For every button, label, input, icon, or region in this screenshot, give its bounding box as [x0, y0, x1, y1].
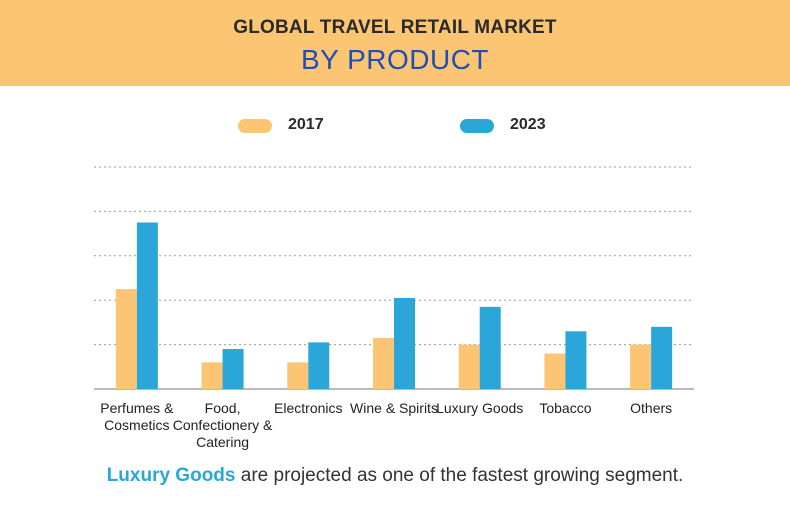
bar-2023 — [308, 342, 330, 389]
legend-swatch-2023 — [460, 119, 494, 133]
bar-2017 — [630, 344, 652, 389]
bar-2017 — [115, 289, 137, 389]
chart-title: GLOBAL TRAVEL RETAIL MARKET — [233, 17, 557, 38]
category-label: Tobacco — [539, 400, 592, 416]
bar-2017 — [544, 353, 566, 389]
category-label: Others — [630, 400, 673, 416]
bar-2023 — [565, 331, 587, 389]
category-label: Luxury Goods — [436, 400, 524, 416]
category-label: Food, Confectionery & Catering — [172, 400, 273, 450]
footer-text: are projected as one of the fastest grow… — [235, 465, 684, 486]
category-label: Perfumes & Cosmetics — [100, 400, 174, 433]
bar-2023 — [394, 297, 415, 389]
bar-2023 — [479, 306, 501, 389]
footer-highlight: Luxury Goods — [106, 465, 236, 486]
bar-2023 — [136, 222, 158, 389]
bar-2017 — [373, 337, 394, 389]
legend-label-2023: 2023 — [510, 116, 546, 133]
bar-2017 — [201, 362, 223, 389]
bar-2017 — [287, 362, 309, 389]
header-banner: GLOBAL TRAVEL RETAIL MARKET BY PRODUCT — [0, 0, 790, 86]
category-label: Electronics — [274, 400, 343, 416]
legend-label-2017: 2017 — [288, 116, 324, 133]
legend-swatch-2017 — [238, 119, 272, 133]
bar-2017 — [458, 344, 480, 389]
category-label: Wine & Spirits — [350, 400, 438, 416]
bar-2023 — [222, 349, 244, 389]
footer-note: Luxury Goods are projected as one of the… — [0, 465, 790, 487]
chart-subtitle: BY PRODUCT — [300, 44, 490, 75]
bar-2023 — [651, 326, 673, 389]
